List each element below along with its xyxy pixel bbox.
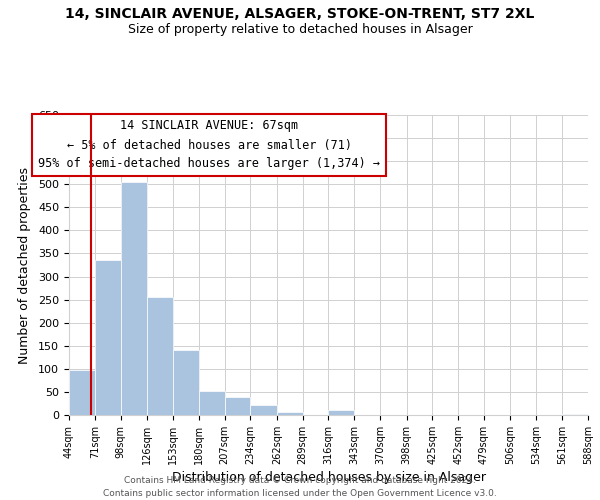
X-axis label: Distribution of detached houses by size in Alsager: Distribution of detached houses by size …	[172, 471, 485, 484]
Text: Contains HM Land Registry data © Crown copyright and database right 2024.
Contai: Contains HM Land Registry data © Crown c…	[103, 476, 497, 498]
Bar	[224, 398, 250, 415]
Text: Size of property relative to detached houses in Alsager: Size of property relative to detached ho…	[128, 22, 472, 36]
Bar	[562, 414, 588, 415]
Bar	[199, 390, 224, 415]
Y-axis label: Number of detached properties: Number of detached properties	[18, 166, 31, 364]
Bar	[95, 260, 121, 415]
Bar	[250, 405, 277, 415]
Bar	[121, 182, 147, 415]
Bar	[277, 412, 303, 415]
Bar	[329, 410, 354, 415]
Text: 14 SINCLAIR AVENUE: 67sqm
← 5% of detached houses are smaller (71)
95% of semi-d: 14 SINCLAIR AVENUE: 67sqm ← 5% of detach…	[38, 120, 380, 170]
Bar	[147, 298, 173, 415]
Text: 14, SINCLAIR AVENUE, ALSAGER, STOKE-ON-TRENT, ST7 2XL: 14, SINCLAIR AVENUE, ALSAGER, STOKE-ON-T…	[65, 8, 535, 22]
Bar	[173, 350, 199, 415]
Bar	[69, 370, 95, 415]
